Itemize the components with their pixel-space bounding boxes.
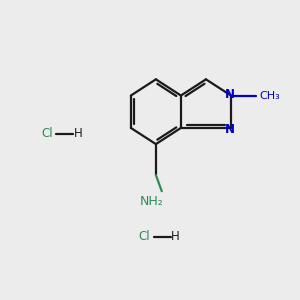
Text: Cl: Cl [41, 127, 53, 140]
Text: N: N [224, 123, 235, 136]
Text: Cl: Cl [138, 230, 150, 243]
Text: N: N [224, 88, 235, 100]
Text: CH₃: CH₃ [260, 91, 280, 100]
Text: H: H [74, 127, 82, 140]
Text: NH₂: NH₂ [140, 195, 163, 208]
Text: H: H [171, 230, 179, 243]
